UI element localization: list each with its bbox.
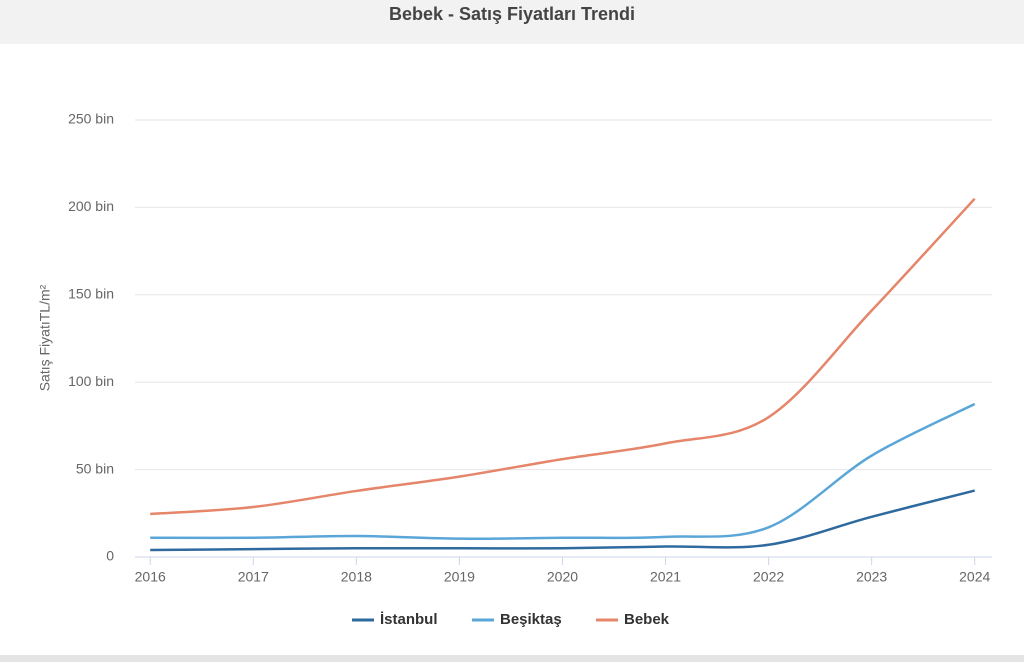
chart-title: Bebek - Satış Fiyatları Trendi <box>389 4 635 24</box>
x-tick-label: 2020 <box>547 569 578 585</box>
series-line <box>150 197 976 516</box>
y-tick-label: 250 bin <box>68 111 114 127</box>
x-tick-label: 2024 <box>959 569 990 585</box>
x-tick-label: 2016 <box>135 569 166 585</box>
y-tick-label: 50 bin <box>76 460 114 476</box>
x-tick-label: 2018 <box>341 569 372 585</box>
footer-band <box>0 655 1024 662</box>
series-line <box>150 402 976 540</box>
header-band <box>0 0 1024 44</box>
y-tick-label: 0 <box>106 548 114 564</box>
x-tick-label: 2023 <box>856 569 887 585</box>
x-tick-label: 2021 <box>650 569 681 585</box>
y-axis-label: Satış FiyatıTL/m² <box>37 284 53 391</box>
x-tick-label: 2022 <box>753 569 784 585</box>
x-tick-label: 2019 <box>444 569 475 585</box>
legend-label: Bebek <box>624 611 670 628</box>
legend-label: Beşiktaş <box>500 611 562 628</box>
y-tick-label: 200 bin <box>68 198 114 214</box>
x-tick-label: 2017 <box>238 569 269 585</box>
y-tick-label: 100 bin <box>68 373 114 389</box>
y-tick-label: 150 bin <box>68 286 114 302</box>
series-line <box>150 489 976 552</box>
legend-label: İstanbul <box>380 611 438 628</box>
